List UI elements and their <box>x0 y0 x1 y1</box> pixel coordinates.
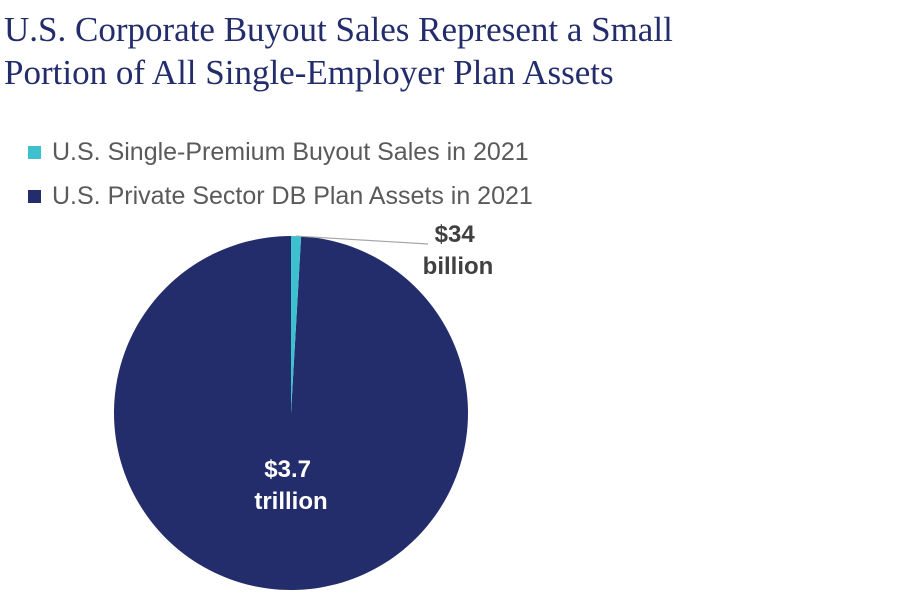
legend: U.S. Single-Premium Buyout Sales in 2021… <box>28 130 533 218</box>
legend-item-buyout-sales: U.S. Single-Premium Buyout Sales in 2021 <box>28 130 533 174</box>
slice-label-buyout-sales-line-1: $34 <box>435 221 476 248</box>
legend-label-buyout-sales: U.S. Single-Premium Buyout Sales in 2021 <box>52 137 529 166</box>
chart-title-line-2: Portion of All Single-Employer Plan Asse… <box>4 53 614 92</box>
pie-slice-db-plan-assets <box>113 236 468 590</box>
slice-label-db-plan-assets: $3.7 trillion <box>254 456 327 515</box>
legend-item-db-plan-assets: U.S. Private Sector DB Plan Assets in 20… <box>28 174 533 218</box>
legend-swatch-buyout-sales <box>28 145 41 159</box>
leader-line-buyout-sales <box>296 235 429 245</box>
slice-label-buyout-sales: $34 billion <box>423 221 494 280</box>
slice-label-db-plan-assets-line-1: $3.7 <box>264 456 311 483</box>
chart-title-line-1: U.S. Corporate Buyout Sales Represent a … <box>4 10 673 49</box>
legend-swatch-db-plan-assets <box>28 189 41 203</box>
slice-label-db-plan-assets-line-2: trillion <box>254 488 327 515</box>
legend-label-db-plan-assets: U.S. Private Sector DB Plan Assets in 20… <box>52 181 533 210</box>
pie-slice-buyout-sales <box>291 236 302 413</box>
slice-label-buyout-sales-line-2: billion <box>423 253 494 280</box>
chart-title: U.S. Corporate Buyout Sales Represent a … <box>4 8 884 94</box>
